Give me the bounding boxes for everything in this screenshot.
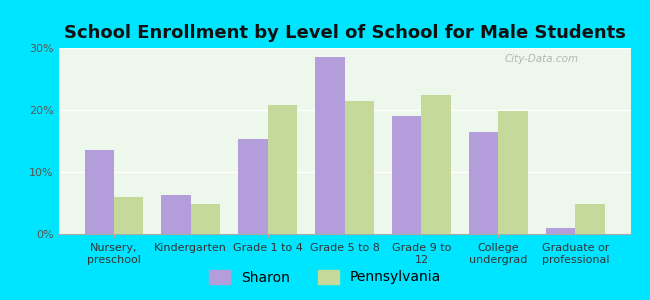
Bar [575, 204, 604, 234]
Bar [114, 197, 143, 234]
Bar [190, 204, 220, 234]
Bar [161, 195, 190, 234]
Legend: Sharon, Pennsylvania: Sharon, Pennsylvania [203, 264, 447, 290]
Bar [421, 94, 450, 234]
Bar [315, 57, 344, 234]
Text: City-Data.com: City-Data.com [504, 54, 578, 64]
Bar [84, 150, 114, 234]
Bar [344, 101, 374, 234]
Bar [499, 111, 528, 234]
Bar [392, 116, 421, 234]
Bar [546, 228, 575, 234]
Bar [239, 139, 268, 234]
Title: School Enrollment by Level of School for Male Students: School Enrollment by Level of School for… [64, 24, 625, 42]
Bar [469, 132, 499, 234]
Bar [268, 105, 297, 234]
